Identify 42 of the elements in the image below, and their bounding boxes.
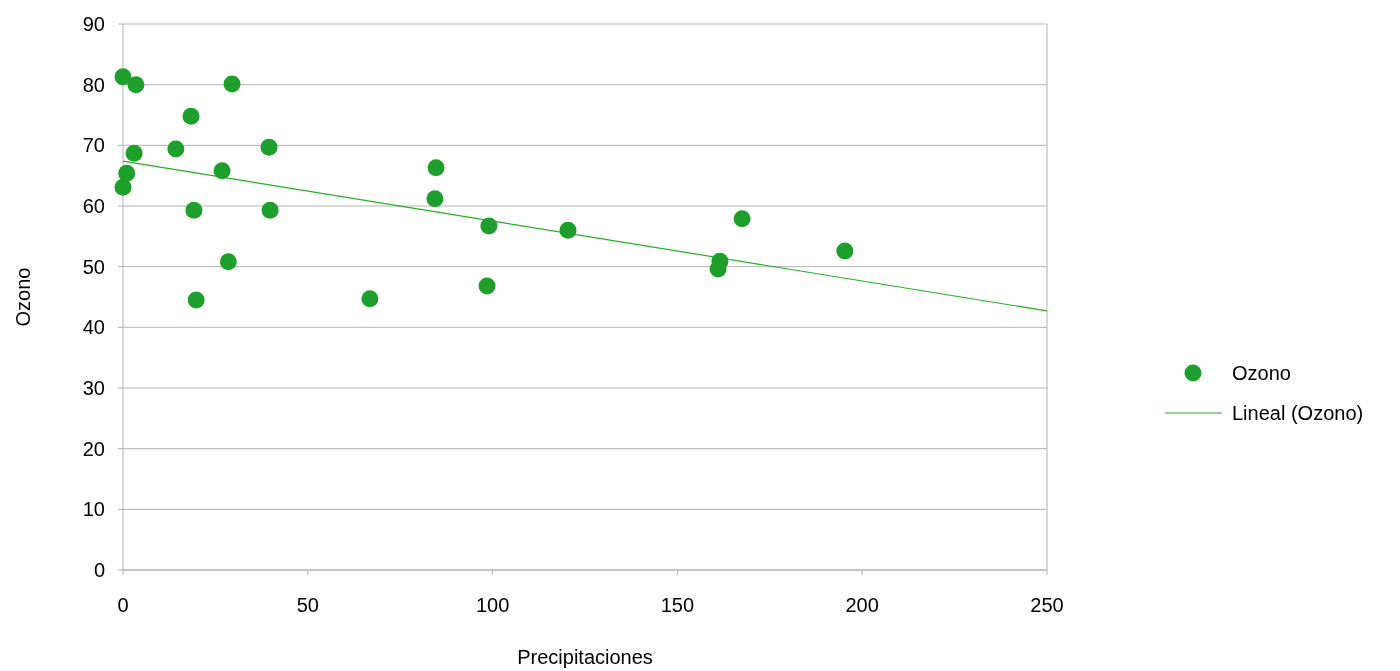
y-tick-label: 70 xyxy=(82,134,105,157)
point xyxy=(836,242,854,260)
legend-label: Lineal (Ozono) xyxy=(1232,402,1364,424)
point xyxy=(427,159,445,177)
y-axis-title: Ozono xyxy=(12,267,34,327)
x-axis-title: Precipitaciones xyxy=(517,646,653,668)
point xyxy=(733,210,751,228)
y-tick-label: 30 xyxy=(82,377,105,399)
point xyxy=(167,140,185,158)
y-tick-label: 20 xyxy=(82,437,105,460)
y-tick-label: 60 xyxy=(82,195,105,217)
x-tick-label: 150 xyxy=(660,594,695,616)
x-tick-label: 200 xyxy=(845,594,879,616)
point xyxy=(213,162,231,180)
y-tick-label: 40 xyxy=(82,316,105,339)
point xyxy=(114,68,132,86)
legend-label: Ozono xyxy=(1232,362,1291,384)
x-tick-label: 50 xyxy=(296,594,319,616)
x-tick-label: 250 xyxy=(1030,594,1064,616)
point xyxy=(480,217,498,235)
point xyxy=(127,76,145,94)
x-tick-label: 100 xyxy=(475,594,510,616)
point xyxy=(361,290,379,308)
y-tick-label: 50 xyxy=(82,255,105,278)
point xyxy=(478,277,496,295)
x-tick-label: 0 xyxy=(117,594,129,616)
y-tick-label: 80 xyxy=(82,73,105,96)
point xyxy=(182,107,200,125)
point xyxy=(219,253,237,271)
point xyxy=(261,201,279,219)
point xyxy=(185,201,203,219)
point xyxy=(125,144,143,162)
point xyxy=(260,138,278,156)
point xyxy=(223,75,241,93)
point xyxy=(118,164,136,182)
point xyxy=(114,178,132,196)
point xyxy=(426,190,444,208)
y-tick-label: 10 xyxy=(82,498,105,521)
y-tick-label: 90 xyxy=(82,13,105,35)
y-tick-label: 0 xyxy=(93,559,105,581)
point xyxy=(559,221,577,239)
point xyxy=(187,291,205,309)
